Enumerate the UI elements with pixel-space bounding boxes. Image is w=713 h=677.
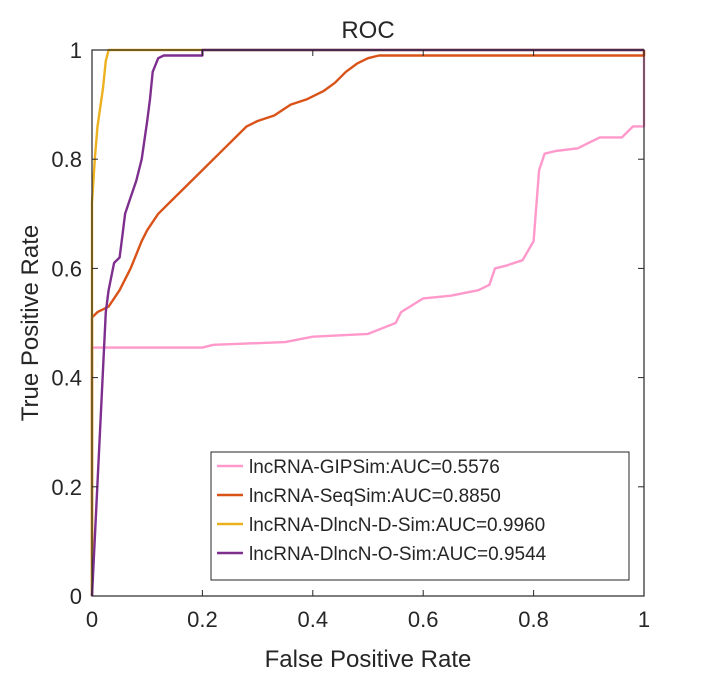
y-axis-label: True Positive Rate <box>17 225 44 422</box>
y-tick-label: 1 <box>70 38 82 63</box>
y-tick-label: 0.2 <box>51 475 82 500</box>
legend-label-1: lncRNA-GIPSim:AUC=0.5576 <box>249 457 500 478</box>
x-tick-label: 0.4 <box>298 607 329 632</box>
roc-curve-4 <box>90 48 644 597</box>
legend: lncRNA-GIPSim:AUC=0.5576 lncRNA-SeqSim:AU… <box>210 451 630 581</box>
legend-label-4: lncRNA-DlncN-O-Sim:AUC=0.9544 <box>249 544 547 565</box>
legend-label-3: lncRNA-DlncN-D-Sim:AUC=0.9960 <box>249 515 545 536</box>
y-tick-label: 0.8 <box>51 147 82 172</box>
x-tick-label: 0 <box>86 607 98 632</box>
legend-label-2: lncRNA-SeqSim:AUC=0.8850 <box>249 486 501 507</box>
x-tick-label: 1 <box>638 607 650 632</box>
plot-area-frame <box>91 49 645 597</box>
legend-box <box>210 451 630 581</box>
roc-curve-1 <box>90 50 646 596</box>
roc-curve-2 <box>90 50 646 596</box>
x-tick-label: 0.6 <box>408 607 439 632</box>
axis-ticks: 0 0.2 0.4 0.6 0.8 1 0 0.2 0.4 0.6 0.8 1 <box>51 38 650 632</box>
y-tick-label: 0.6 <box>51 256 82 281</box>
x-tick-label: 0.8 <box>518 607 549 632</box>
y-tick-label: 0 <box>70 584 82 609</box>
x-axis-label: False Positive Rate <box>265 646 472 673</box>
y-tick-label: 0.4 <box>51 366 82 391</box>
chart-title: ROC <box>341 17 394 44</box>
x-tick-label: 0.2 <box>187 607 218 632</box>
